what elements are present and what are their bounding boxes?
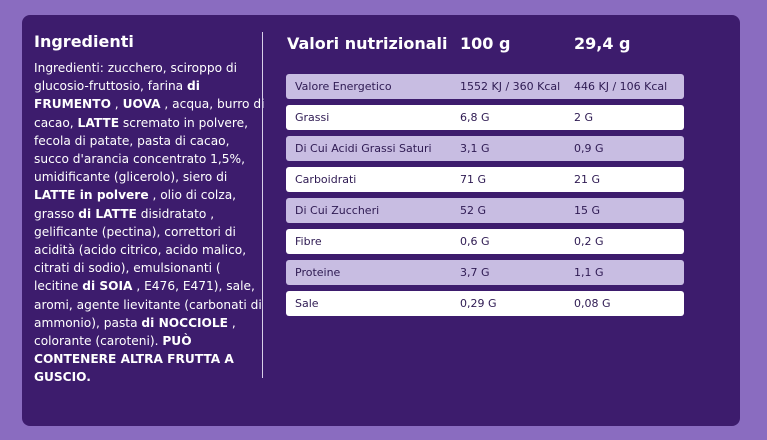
nutrition-row: Proteine 3,7 G 1,1 G (286, 260, 684, 285)
ingredient-text: Ingredienti: zucchero, sciroppo di gluco… (34, 61, 238, 94)
ingredient-text: , acqua, burro di cacao, (34, 97, 265, 130)
nutrition-row: Sale 0,29 G 0,08 G (286, 291, 684, 316)
value-per-100g: 3,7 G (460, 266, 490, 279)
nutrition-row: Carboidrati 71 G 21 G (286, 167, 684, 192)
ingredient-text: , E476, E471), sale, aromi, agente lievi… (34, 279, 262, 330)
nutrition-row: Di Cui Zuccheri 52 G 15 G (286, 198, 684, 223)
nutrient-name: Valore Energetico (295, 80, 392, 93)
ingredient-text: , colorante (caroteni). (34, 315, 236, 349)
nutrient-name: Grassi (295, 111, 330, 124)
column-divider (262, 32, 263, 378)
ingredients-section: Ingredienti Ingredienti: zucchero, sciro… (34, 32, 266, 387)
nutrient-name: Sale (295, 297, 319, 310)
column-header-100g: 100 g (460, 34, 511, 53)
value-per-portion: 21 G (574, 173, 601, 186)
nutrition-row: Grassi 6,8 G 2 G (286, 105, 684, 130)
value-per-portion: 2 G (574, 111, 594, 124)
nutrient-name: Fibre (295, 235, 322, 248)
allergen-text: di LATTE (78, 206, 137, 221)
nutrition-title: Valori nutrizionali (287, 34, 448, 53)
value-per-100g: 3,1 G (460, 142, 490, 155)
allergen-text: LATTE in polvere (34, 188, 149, 203)
value-per-100g: 0,6 G (460, 235, 490, 248)
allergen-text: di SOIA (82, 279, 133, 294)
allergen-text: di FRUMENTO (34, 79, 200, 112)
nutrition-row: Di Cui Acidi Grassi Saturi 3,1 G 0,9 G (286, 136, 684, 161)
nutrient-name: Proteine (295, 266, 341, 279)
value-per-portion: 0,2 G (574, 235, 604, 248)
ingredient-text: , olio di colza, grasso (34, 188, 237, 221)
ingredients-text: Ingredienti: zucchero, sciroppo di gluco… (34, 59, 266, 387)
value-per-portion: 446 KJ / 106 Kcal (574, 80, 668, 93)
value-per-100g: 6,8 G (460, 111, 490, 124)
nutrient-name: Di Cui Zuccheri (295, 204, 380, 217)
ingredient-text: disidratato , gelificante (pectina), cor… (34, 206, 247, 294)
value-per-100g: 0,29 G (460, 297, 497, 310)
nutrient-name: Carboidrati (295, 173, 357, 186)
value-per-portion: 15 G (574, 204, 601, 217)
column-header-portion: 29,4 g (574, 34, 631, 53)
value-per-portion: 0,08 G (574, 297, 611, 310)
allergen-text: PUÒ CONTENERE ALTRA FRUTTA A GUSCIO. (34, 334, 234, 385)
value-per-portion: 1,1 G (574, 266, 604, 279)
value-per-portion: 0,9 G (574, 142, 604, 155)
value-per-100g: 1552 KJ / 360 Kcal (460, 80, 561, 93)
allergen-text: LATTE (77, 115, 120, 130)
ingredients-title: Ingredienti (34, 32, 134, 51)
allergen-text: di NOCCIOLE (141, 315, 229, 330)
allergen-text: UOVA (122, 97, 161, 112)
ingredient-text: scremato in polvere, fecola di patate, p… (34, 115, 249, 185)
value-per-100g: 71 G (460, 173, 487, 186)
ingredient-text: , (110, 97, 123, 112)
nutrient-name: Di Cui Acidi Grassi Saturi (295, 142, 432, 155)
value-per-100g: 52 G (460, 204, 487, 217)
nutrition-row: Fibre 0,6 G 0,2 G (286, 229, 684, 254)
nutrition-row: Valore Energetico 1552 KJ / 360 Kcal 446 K… (286, 74, 684, 99)
